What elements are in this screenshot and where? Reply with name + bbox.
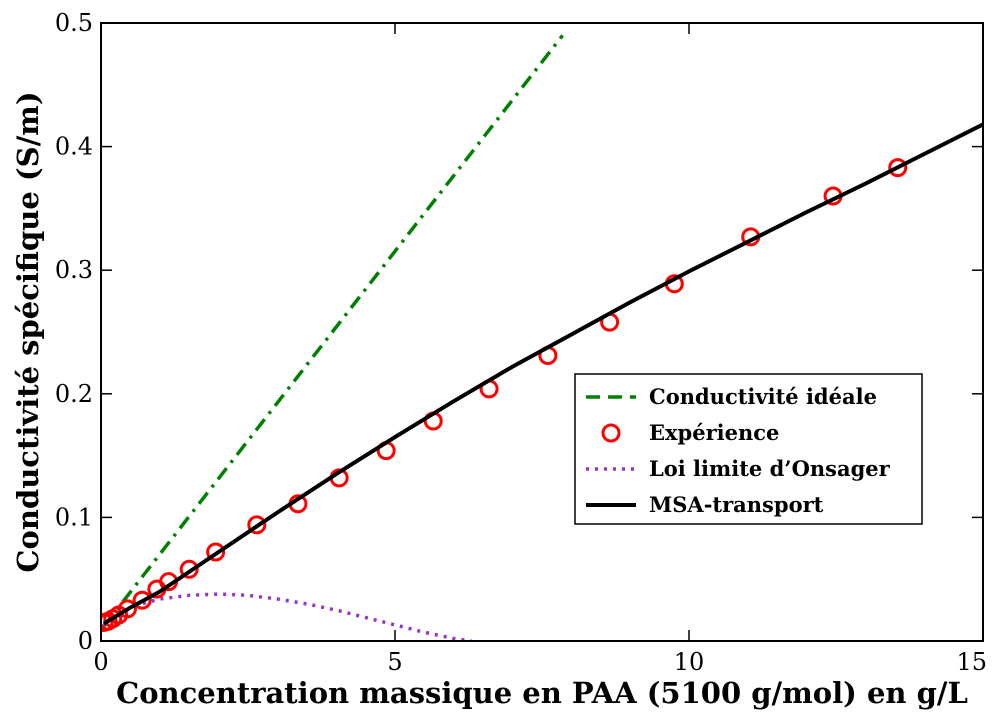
- data-point: [117, 599, 137, 619]
- legend-label: Loi limite d’Onsager: [649, 456, 891, 481]
- x-tick-label: 5: [387, 648, 402, 676]
- x-tick-label: 0: [93, 648, 108, 676]
- data-point: [888, 158, 908, 178]
- y-tick-label: 0.4: [55, 133, 93, 161]
- y-axis-title: Conductivité spécifique (S/m): [11, 91, 45, 572]
- y-tick-label: 0.3: [55, 256, 93, 284]
- axes: 0 5 10 15 0 0.1 0.2 0.3 0.4 0.5: [55, 9, 987, 676]
- plot-frame: [100, 22, 984, 642]
- y-tick-label: 0.1: [55, 503, 93, 531]
- series-line-0: [102, 34, 564, 628]
- legend-label: MSA-transport: [649, 492, 824, 517]
- legend-label: Conductivité idéale: [649, 384, 877, 409]
- legend-swatch-1: [601, 423, 621, 443]
- data-point: [247, 515, 267, 535]
- data-point: [206, 542, 226, 562]
- series-line-3: [102, 122, 983, 626]
- plot-area: [101, 34, 983, 641]
- legend: Conductivité idéale Expérience Loi limite …: [574, 373, 923, 525]
- y-tick-label: 0: [78, 627, 93, 655]
- series-line-2: [102, 592, 472, 641]
- y-tick-label: 0.2: [55, 380, 93, 408]
- y-tick-label: 0.5: [55, 9, 93, 37]
- legend-box: [574, 373, 923, 525]
- data-point: [179, 559, 199, 579]
- x-tick-label: 10: [674, 648, 705, 676]
- x-axis-title: Concentration massique en PAA (5100 g/mo…: [116, 676, 968, 710]
- x-tick-label: 15: [956, 648, 987, 676]
- legend-label: Expérience: [649, 420, 779, 445]
- data-point: [132, 590, 152, 610]
